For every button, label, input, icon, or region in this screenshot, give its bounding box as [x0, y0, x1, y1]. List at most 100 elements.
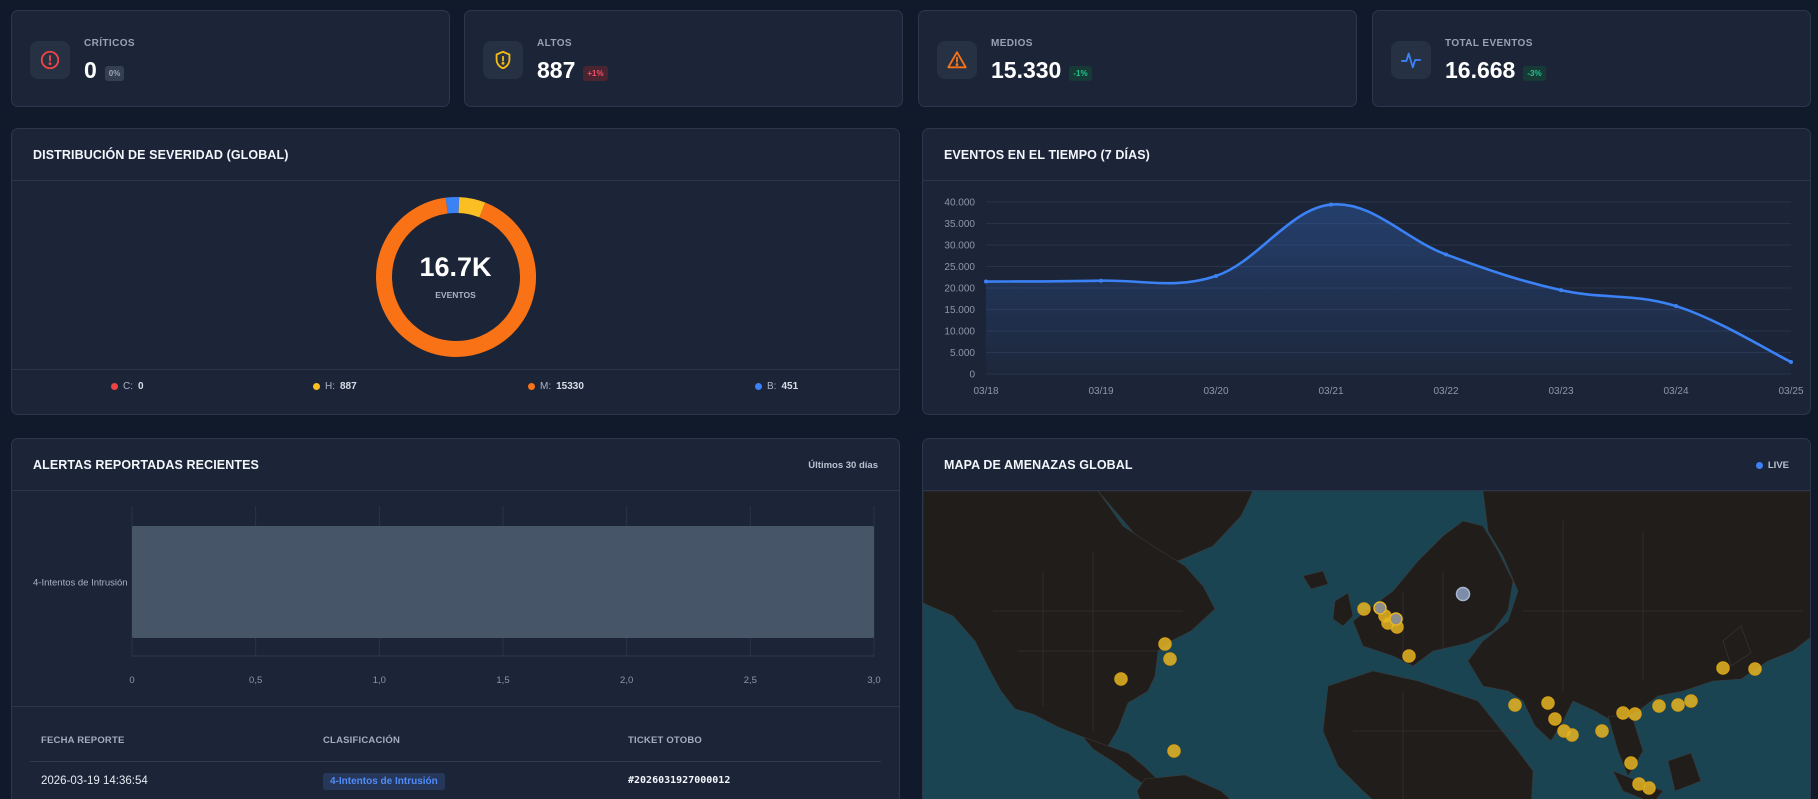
panel-header: EVENTOS EN EL TIEMPO (7 DÍAS) [923, 129, 1810, 181]
category-label: 4-Intentos de Intrusión [33, 578, 128, 589]
stat-value: 0 [84, 57, 97, 83]
x-tick-label: 1,5 [496, 675, 509, 686]
stat-label: TOTAL EVENTOS [1445, 38, 1533, 49]
legend-item-low[interactable]: B: 451 [755, 381, 798, 392]
donut-segment-b[interactable] [445, 197, 460, 214]
y-tick-label: 20.000 [944, 284, 975, 295]
legend-item-high[interactable]: H: 887 [313, 381, 357, 392]
stat-value-row: 0 0% [84, 57, 125, 84]
severity-donut-chart [376, 197, 536, 357]
panel-header: ALERTAS REPORTADAS RECIENTES Últimos 30 … [12, 439, 899, 491]
bar[interactable] [132, 526, 874, 638]
data-point[interactable] [1444, 252, 1448, 257]
donut-center-value: 16.7K [419, 252, 492, 282]
stat-value: 15.330 [991, 57, 1062, 83]
y-tick-label: 10.000 [944, 327, 975, 338]
stat-value: 16.668 [1445, 57, 1516, 83]
legend-dot [313, 383, 320, 390]
x-tick-label: 2,0 [620, 675, 633, 686]
y-tick-label: 0 [969, 370, 975, 381]
panel-title: EVENTOS EN EL TIEMPO (7 DÍAS) [944, 148, 1150, 162]
live-label: LIVE [1767, 460, 1789, 471]
stat-change-badge: -1% [1069, 66, 1092, 81]
data-point[interactable] [1789, 359, 1793, 364]
events-timeline-panel: EVENTOS EN EL TIEMPO (7 DÍAS) 40.000 35.0… [922, 128, 1811, 415]
donut-segment-m[interactable] [376, 197, 536, 357]
alerts-bar-chart: 0 0,5 1,0 1,5 2,0 2,5 3,0 4-Intentos de Intrusi… [33, 506, 881, 686]
x-tick-label: 2,5 [744, 675, 757, 686]
x-tick-label: 1,0 [373, 675, 386, 686]
stat-card-criticos: CRÍTICOS 0 0% [11, 10, 450, 107]
series-line [985, 203, 1792, 364]
stat-card-total-eventos: TOTAL EVENTOS 16.668 -3% [1372, 10, 1811, 107]
panel-header: MAPA DE AMENAZAS GLOBAL LIVE [923, 439, 1810, 491]
severity-distribution-panel: DISTRIBUCIÓN DE SEVERIDAD (GLOBAL) 16.7K… [11, 128, 900, 415]
classification-badge: 4-Intentos de Intrusión [323, 773, 445, 790]
stat-value: 887 [537, 57, 576, 83]
donut-center-label: EVENTOS [435, 290, 476, 300]
column-header-ticket[interactable]: TICKET OTOBO [628, 735, 703, 746]
legend-item-medium[interactable]: M: 15330 [528, 381, 584, 392]
stat-label: MEDIOS [991, 38, 1033, 49]
severity-legend: C: 0 H: 887 M: 15330 B: 451 [12, 369, 899, 405]
donut-segment-h[interactable] [458, 197, 486, 218]
data-point[interactable] [984, 279, 988, 284]
y-tick-label: 15.000 [944, 305, 975, 316]
data-point[interactable] [1559, 288, 1563, 293]
activity-pulse-icon [1391, 41, 1431, 79]
global-threat-map-panel: MAPA DE AMENAZAS GLOBAL LIVE [922, 438, 1811, 799]
events-line-chart: 40.000 35.000 30.000 25.000 20.000 15.000 10.0… [944, 198, 1804, 398]
x-tick-label: 03/25 [1778, 386, 1803, 397]
data-point[interactable] [1674, 304, 1678, 309]
column-header-date[interactable]: FECHA REPORTE [41, 735, 125, 746]
x-tick-label: 03/23 [1548, 386, 1573, 397]
stat-card-altos: ALTOS 887 +1% [464, 10, 903, 107]
alerts-bar-chart-area: 0 0,5 1,0 1,5 2,0 2,5 3,0 4-Intentos de Intrusi… [12, 491, 899, 707]
legend-key: C: [123, 381, 133, 392]
data-point[interactable] [1329, 202, 1333, 207]
period-label: Últimos 30 días [808, 460, 878, 471]
x-tick-label: 03/19 [1088, 386, 1113, 397]
x-tick-label: 03/20 [1203, 386, 1228, 397]
panel-header: DISTRIBUCIÓN DE SEVERIDAD (GLOBAL) [12, 129, 899, 181]
alert-circle-icon [30, 41, 70, 79]
legend-key: H: [325, 381, 335, 392]
stat-value-row: 887 +1% [537, 57, 608, 84]
stat-card-medios: MEDIOS 15.330 -1% [918, 10, 1357, 107]
data-point[interactable] [1214, 273, 1218, 278]
y-tick-label: 5.000 [950, 348, 975, 359]
legend-dot [111, 383, 118, 390]
legend-item-critical[interactable]: C: 0 [111, 381, 144, 392]
x-tick-label: 03/24 [1663, 386, 1688, 397]
world-map-svg [923, 490, 1810, 799]
table-divider [30, 761, 881, 762]
data-point[interactable] [1099, 278, 1103, 283]
y-tick-label: 35.000 [944, 219, 975, 230]
x-tick-label: 0 [129, 675, 134, 686]
legend-key: B: [767, 381, 777, 392]
y-tick-label: 25.000 [944, 262, 975, 273]
x-tick-label: 3,0 [867, 675, 880, 686]
stat-label: ALTOS [537, 38, 572, 49]
world-map[interactable] [923, 490, 1810, 799]
stat-value-row: 15.330 -1% [991, 57, 1092, 84]
legend-value: 0 [138, 381, 144, 392]
stat-change-badge: 0% [104, 66, 125, 81]
x-tick-label: 03/22 [1433, 386, 1458, 397]
row-date: 2026-03-19 14:36:54 [41, 775, 148, 787]
stat-change-badge: -3% [1523, 66, 1546, 81]
shield-alert-icon [483, 41, 523, 79]
legend-key: M: [540, 381, 552, 392]
y-tick-label: 30.000 [944, 241, 975, 252]
x-tick-label: 03/21 [1318, 386, 1343, 397]
stat-change-badge: +1% [583, 66, 608, 81]
legend-value: 451 [781, 381, 799, 392]
y-tick-label: 40.000 [944, 198, 975, 209]
legend-dot [755, 383, 762, 390]
x-tick-label: 0,5 [249, 675, 262, 686]
column-header-classification[interactable]: CLASIFICACIÓN [323, 735, 401, 746]
row-classification: 4-Intentos de Intrusión [323, 773, 445, 790]
row-ticket-link[interactable]: #2026031927000012 [628, 775, 731, 786]
panel-title: MAPA DE AMENAZAS GLOBAL [944, 458, 1133, 472]
legend-value: 887 [340, 381, 357, 392]
